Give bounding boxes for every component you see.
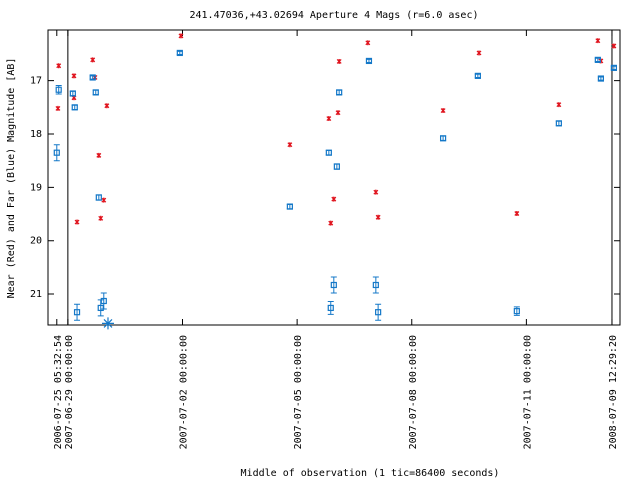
point [336, 89, 343, 96]
point [556, 102, 562, 108]
point [100, 297, 107, 305]
point [92, 89, 99, 96]
point [176, 49, 183, 57]
plot-frame [47, 29, 621, 326]
point [610, 64, 617, 71]
point [597, 75, 604, 82]
x-tick-label: 2007-07-02 00:00:00 [178, 335, 189, 449]
error-bar [74, 303, 81, 321]
point [476, 50, 482, 56]
point [55, 105, 61, 111]
point [96, 152, 102, 158]
point [71, 73, 77, 79]
point [101, 197, 107, 203]
point [439, 135, 447, 142]
point [104, 103, 110, 109]
point [74, 219, 80, 225]
point [69, 90, 76, 97]
y-tick-label: 17 [30, 76, 42, 87]
error-bar [100, 292, 107, 310]
y-tick-label: 20 [30, 236, 42, 247]
chart-title: 241.47036,+43.02694 Aperture 4 Mags (r=6… [190, 10, 479, 21]
point [555, 120, 562, 127]
point [335, 110, 341, 116]
point [375, 214, 381, 220]
point [365, 57, 373, 65]
point [331, 196, 337, 202]
error-bar [327, 301, 334, 315]
x-tick-label: 2007-06-29 00:00:00 [64, 335, 75, 449]
point [365, 40, 371, 46]
point [286, 203, 293, 210]
point [594, 56, 601, 63]
error-bar [330, 276, 337, 294]
point [514, 211, 520, 217]
point [73, 309, 81, 316]
x-axis-label: Middle of observation (1 tic=86400 secon… [241, 468, 500, 479]
error-bar [375, 303, 382, 321]
point [330, 281, 337, 289]
point [328, 220, 334, 226]
point [375, 309, 382, 316]
point [325, 149, 332, 156]
point [56, 63, 62, 69]
point [513, 308, 520, 315]
point [98, 215, 104, 221]
point [327, 304, 334, 312]
point [333, 163, 340, 170]
x-tick-label: 2007-07-05 00:00:00 [293, 335, 304, 449]
error-bar [372, 276, 379, 294]
point [178, 33, 184, 39]
point [95, 194, 102, 201]
point [71, 104, 78, 111]
point [373, 189, 379, 195]
y-tick-label: 18 [30, 129, 42, 140]
point [97, 304, 104, 312]
x-tick-label: 2007-07-08 00:00:00 [408, 335, 419, 449]
x-tick-label: 2008-07-09 12:29:20 [608, 335, 619, 449]
y-tick-label: 21 [30, 289, 42, 300]
point [372, 281, 379, 289]
point [89, 74, 96, 81]
point [611, 43, 617, 49]
y-axis-label: Near (Red) and Far (Blue) Magnitude [AB] [6, 58, 17, 299]
x-tick-label: 2006-07-25 05:32:54 [53, 335, 64, 449]
point [55, 86, 62, 93]
point [336, 58, 342, 64]
point [90, 57, 96, 63]
x-tick-label: 2007-07-11 00:00:00 [522, 335, 533, 449]
point [595, 38, 601, 44]
point [440, 108, 446, 114]
y-tick-label: 19 [30, 182, 42, 193]
point [101, 317, 114, 330]
error-bar [53, 144, 60, 162]
point [474, 72, 481, 79]
point [287, 142, 293, 148]
point [53, 149, 60, 156]
point [326, 116, 332, 122]
